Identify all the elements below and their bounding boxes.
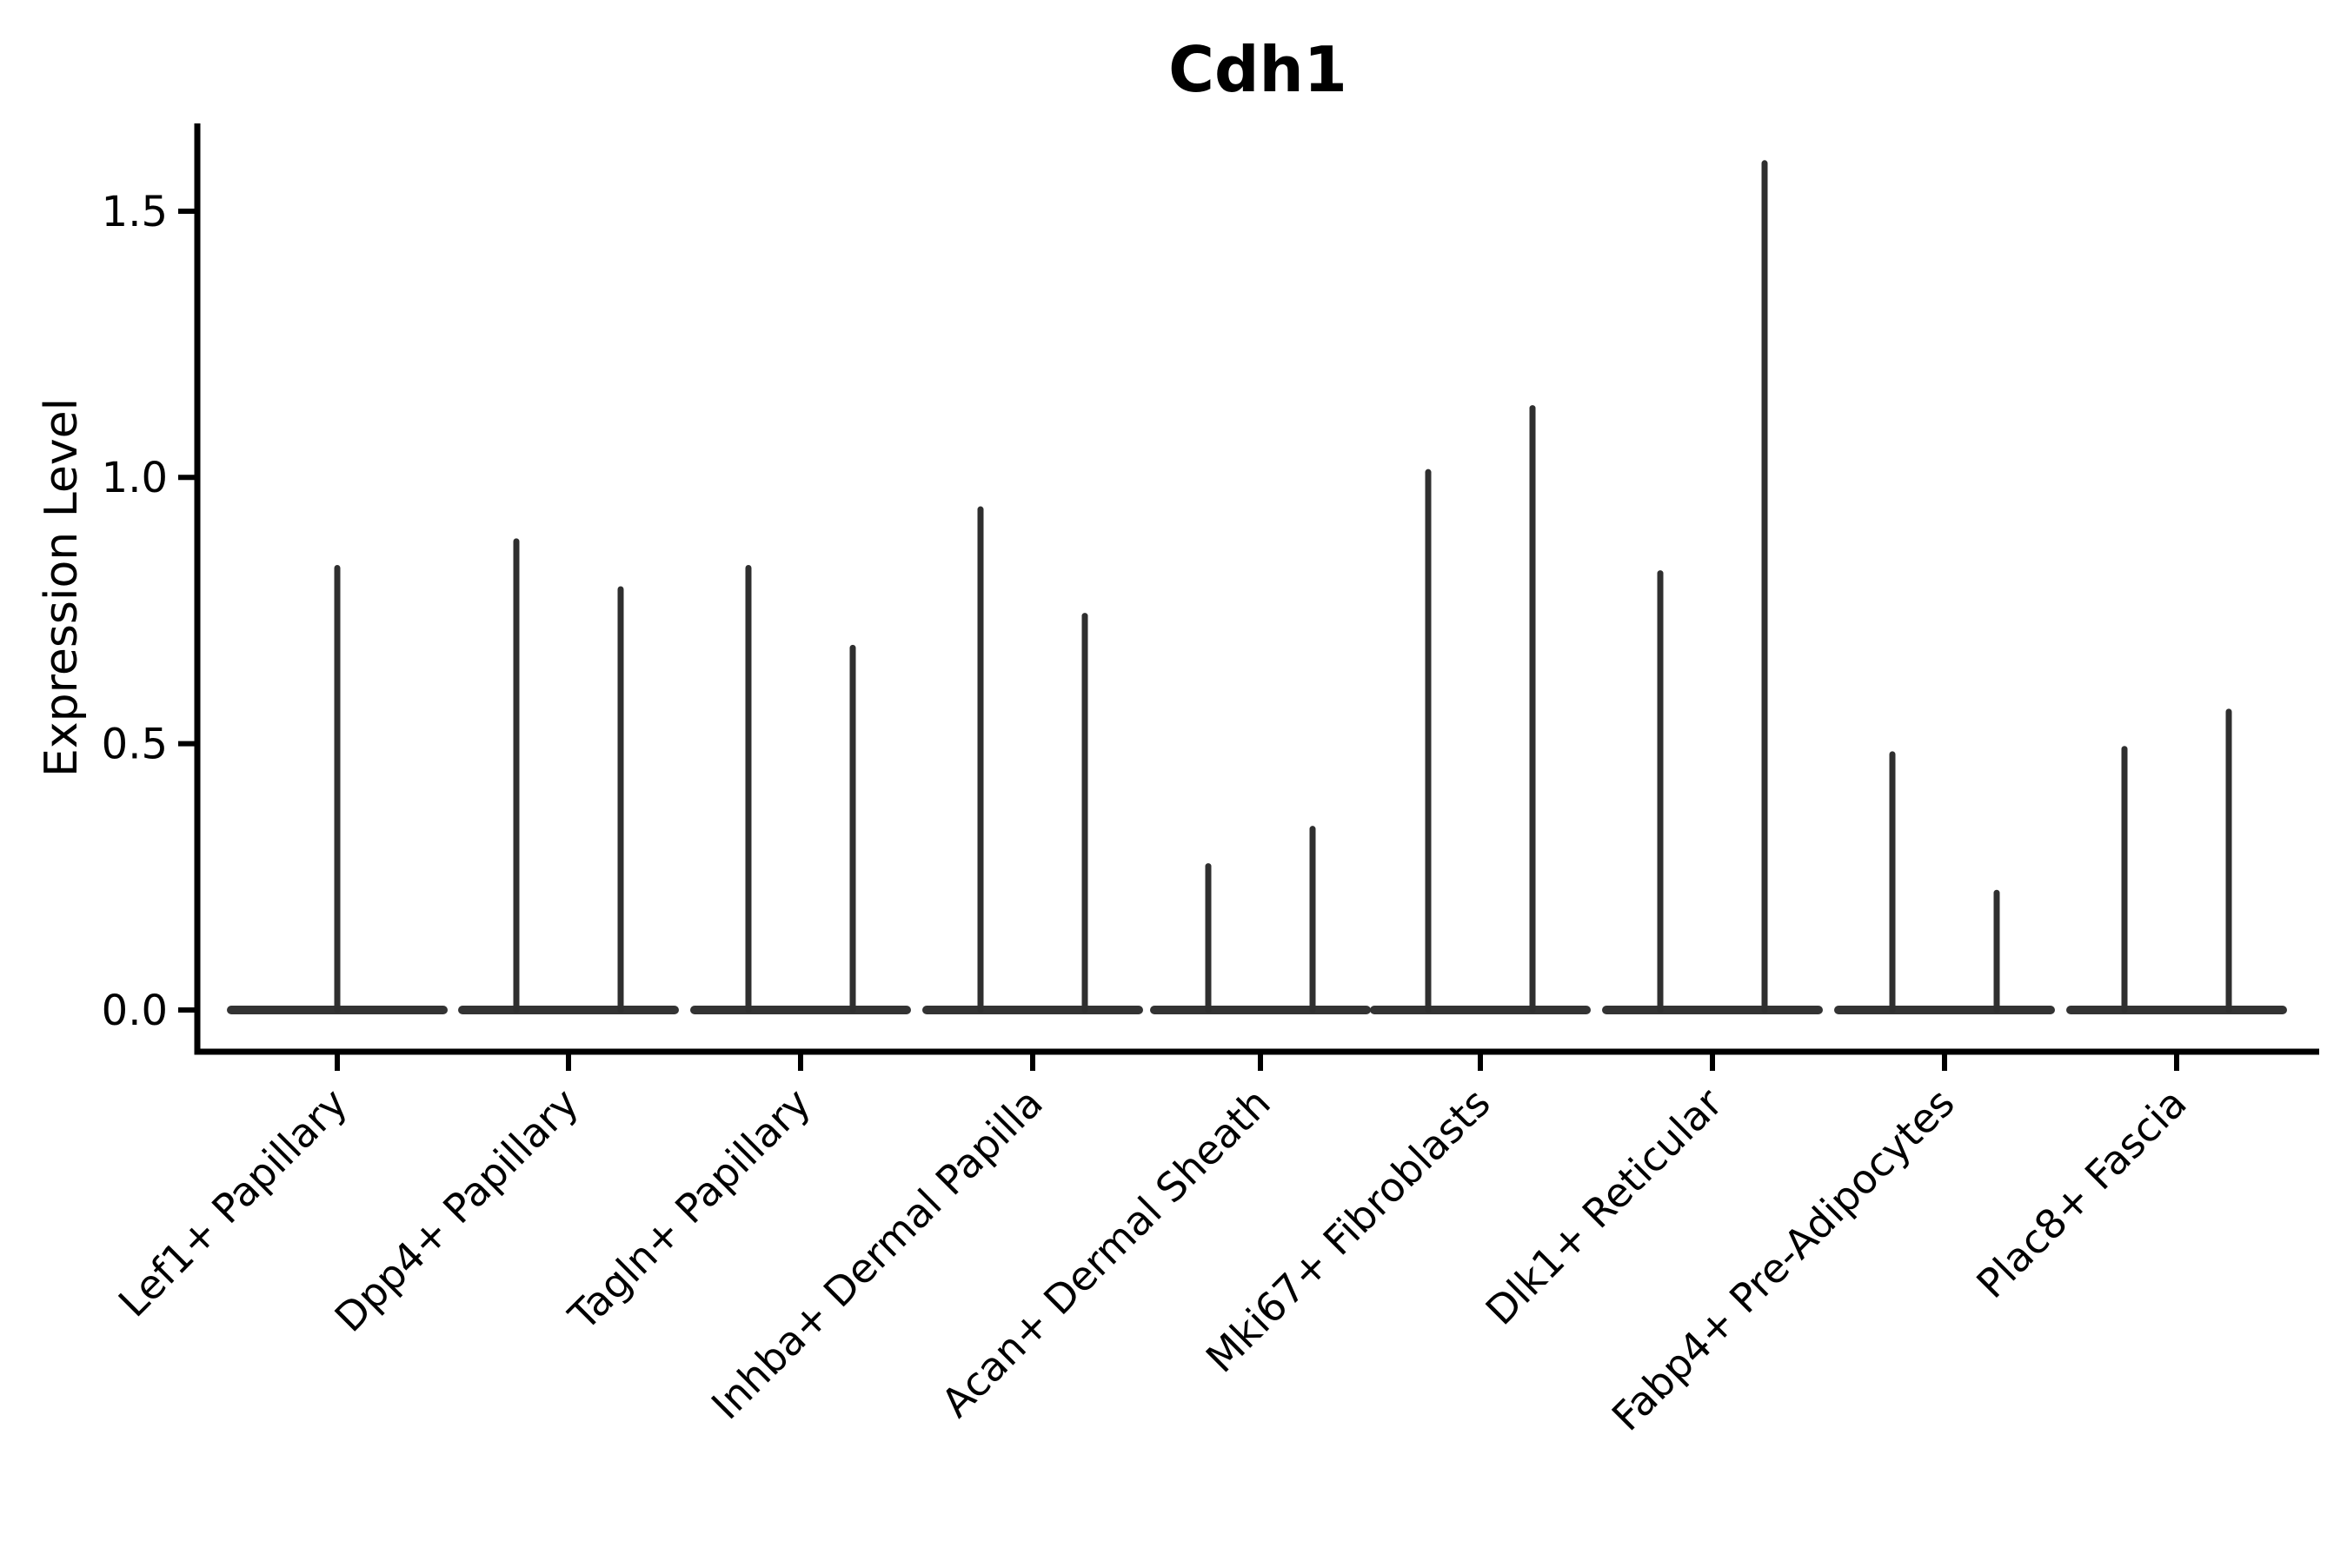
y-axis-label: Expression Level [36,398,88,777]
violins-layer [227,160,2287,1014]
x-axis-label: Tagln+ Papillary [559,1080,820,1340]
y-tick-label: 0.0 [102,987,168,1035]
violin [1150,826,1371,1014]
y-tick-label: 1.0 [102,454,168,502]
violin [227,564,448,1014]
violin [1370,405,1591,1014]
chart-title: Cdh1 [1168,33,1347,106]
x-axis-label: Plac8+ Fascia [1967,1080,2195,1307]
x-axis-label: Dpp4+ Papillary [326,1080,588,1341]
y-tick-label: 1.5 [102,188,168,236]
violin [690,564,911,1014]
x-axis-label: Dlk1+ Reticular [1477,1080,1732,1334]
axes-layer [194,123,2319,1055]
violin [1602,160,1823,1014]
y-tick-label: 0.5 [102,720,168,768]
violin [1834,751,2055,1014]
y-axis-ticks: 0.0 0.5 1.0 1.5 [102,188,197,1035]
violin [458,538,679,1014]
violin [2066,708,2287,1014]
x-axis-label: Lef1+ Papillary [110,1080,356,1326]
violin [922,506,1143,1014]
